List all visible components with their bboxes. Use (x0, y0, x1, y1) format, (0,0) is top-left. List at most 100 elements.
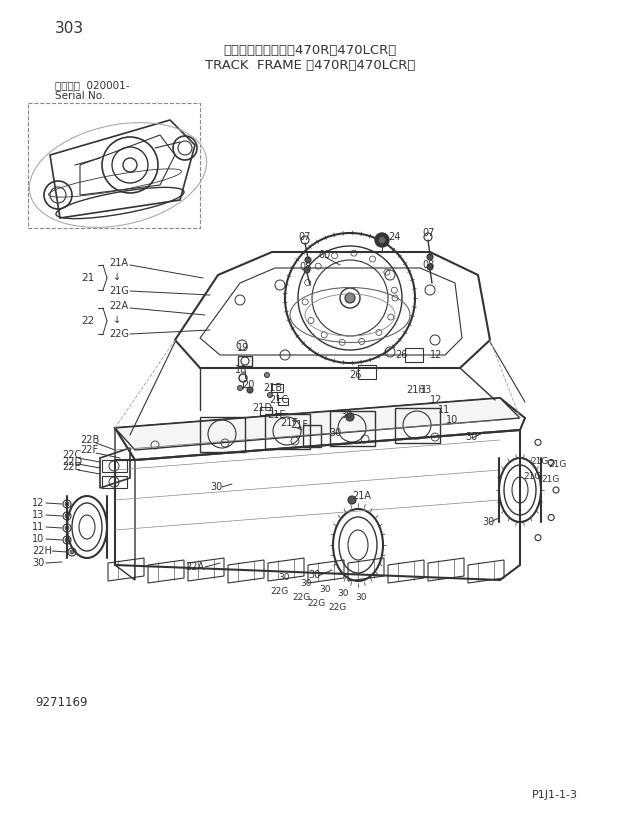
Text: 22G: 22G (307, 599, 326, 608)
Text: 24: 24 (388, 232, 401, 242)
Bar (275, 413, 287, 421)
Bar (405, 348, 423, 362)
Circle shape (378, 236, 386, 244)
Text: 30: 30 (32, 558, 44, 568)
Text: P1J1-1-3: P1J1-1-3 (532, 790, 578, 800)
Text: 22F: 22F (80, 445, 98, 455)
Text: 26: 26 (349, 370, 361, 380)
Bar (260, 407, 272, 415)
Circle shape (345, 293, 355, 303)
Text: Serial No.: Serial No. (55, 91, 105, 101)
Text: 21F: 21F (290, 420, 308, 430)
Text: 08: 08 (422, 260, 434, 270)
Text: 22D: 22D (62, 457, 82, 467)
Circle shape (65, 526, 69, 530)
Text: 19: 19 (237, 343, 249, 353)
Text: 30: 30 (355, 592, 366, 601)
Bar (395, 408, 440, 443)
Bar (303, 425, 321, 447)
Text: 21G: 21G (548, 459, 567, 468)
Circle shape (427, 264, 433, 270)
Text: 18: 18 (235, 365, 247, 375)
Text: 10: 10 (32, 534, 44, 544)
Text: 12: 12 (32, 498, 45, 508)
Text: 12: 12 (430, 395, 443, 405)
Bar (265, 414, 310, 449)
Circle shape (247, 387, 253, 393)
Text: 30: 30 (340, 410, 352, 420)
Text: 30: 30 (337, 588, 348, 597)
Text: 21E: 21E (267, 410, 285, 420)
Text: 08: 08 (299, 262, 311, 272)
Text: 30: 30 (300, 579, 311, 588)
Text: 22H: 22H (32, 546, 52, 556)
Circle shape (237, 386, 242, 391)
Circle shape (348, 496, 356, 504)
Text: 21D: 21D (252, 403, 272, 413)
Text: TRACK  FRAME 〈470R，470LCR〉: TRACK FRAME 〈470R，470LCR〉 (205, 59, 415, 72)
Text: 11: 11 (32, 522, 44, 532)
Text: 22G: 22G (328, 602, 346, 611)
Bar (102, 460, 127, 472)
Text: 11: 11 (438, 405, 450, 415)
Text: 21G: 21G (109, 286, 129, 296)
Text: 303: 303 (55, 20, 84, 35)
Text: 21B: 21B (263, 383, 282, 393)
Circle shape (65, 538, 69, 542)
Circle shape (346, 413, 354, 421)
Text: 26: 26 (395, 350, 407, 360)
Circle shape (70, 550, 74, 554)
Text: 30: 30 (482, 517, 494, 527)
Text: 22G: 22G (292, 592, 310, 601)
Text: 22B: 22B (80, 435, 99, 445)
Text: 9271169: 9271169 (35, 697, 87, 709)
Circle shape (267, 392, 273, 398)
Text: 30: 30 (210, 482, 222, 492)
Text: 21G: 21G (541, 475, 559, 484)
Text: 21G: 21G (530, 457, 548, 466)
Bar (200, 417, 245, 452)
Text: 21G: 21G (523, 471, 541, 480)
Circle shape (65, 514, 69, 518)
Text: 21: 21 (82, 273, 95, 283)
Text: 00: 00 (318, 250, 330, 260)
Circle shape (375, 233, 389, 247)
Polygon shape (115, 398, 520, 450)
Text: 30: 30 (278, 574, 290, 583)
Circle shape (265, 373, 270, 377)
Circle shape (427, 254, 433, 260)
Bar (238, 356, 252, 366)
Bar (28, 103, 200, 228)
Bar (102, 476, 127, 488)
Circle shape (304, 267, 310, 273)
Text: 22: 22 (82, 316, 95, 326)
Text: ↓: ↓ (113, 315, 121, 325)
Text: ↓: ↓ (113, 272, 121, 282)
Text: 13: 13 (420, 385, 432, 395)
Text: 30: 30 (308, 570, 321, 580)
Text: 22E: 22E (62, 462, 81, 472)
Text: 30: 30 (465, 432, 477, 442)
Text: 22A: 22A (185, 562, 204, 572)
Text: 07: 07 (298, 232, 311, 242)
Text: 適用号機  020001-: 適用号機 020001- (55, 80, 130, 90)
Text: 21C: 21C (269, 395, 288, 405)
Text: 22G: 22G (109, 329, 129, 339)
Bar (330, 411, 375, 446)
Text: 22C: 22C (62, 450, 81, 460)
Text: 30: 30 (329, 428, 341, 438)
Text: 12: 12 (430, 350, 443, 360)
Text: 10: 10 (446, 415, 458, 425)
Circle shape (305, 257, 311, 263)
Text: 21H: 21H (406, 385, 426, 395)
Text: 21A: 21A (109, 258, 128, 268)
Text: 21A: 21A (353, 491, 371, 501)
Circle shape (65, 502, 69, 506)
Text: 07: 07 (422, 228, 435, 238)
Text: 21F: 21F (280, 418, 298, 428)
Bar (278, 398, 288, 405)
Text: 22G: 22G (270, 587, 288, 596)
Text: 20: 20 (242, 380, 254, 390)
Text: トラックフレーム〈470R，470LCR〉: トラックフレーム〈470R，470LCR〉 (223, 43, 397, 56)
Bar (358, 365, 376, 379)
